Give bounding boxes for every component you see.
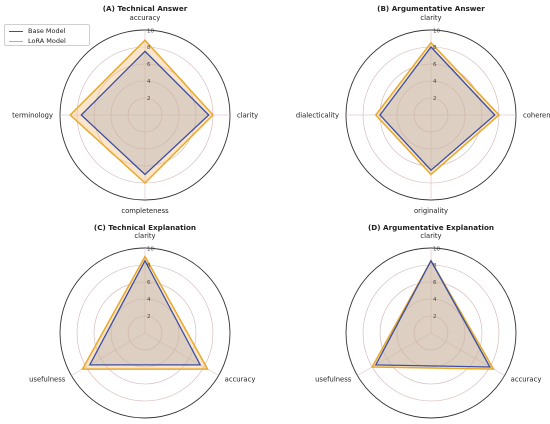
category-label: completeness [121, 207, 169, 215]
category-label: usefulness [315, 376, 352, 384]
radial-tick-label: 10 [147, 247, 154, 253]
radial-tick-label: 8 [147, 263, 151, 269]
radial-tick-label: 10 [147, 29, 154, 35]
legend-label-lora: LoRA Model [28, 37, 66, 45]
category-label: clarity [420, 232, 441, 240]
category-label: usefulness [29, 376, 66, 384]
category-label: dialecticality [296, 112, 339, 120]
category-label: accuracy [225, 376, 256, 384]
radial-tick-label: 6 [433, 62, 437, 68]
series-area-base [379, 45, 496, 172]
radial-tick-label: 4 [147, 79, 151, 85]
series-area-lora [374, 41, 501, 176]
spoke-line [357, 332, 432, 376]
category-label: terminology [12, 112, 53, 120]
panel-title: (C) Technical Explanation [94, 223, 196, 232]
radial-tick-label: 6 [433, 280, 437, 286]
radial-tick-label: 2 [147, 96, 151, 102]
series-area-base [88, 259, 202, 366]
radar-panel-3: (C) Technical Explanation 2 4 6 8 10 clarity ac… [29, 223, 256, 419]
radar-panel-2: (B) Argumentative Answer 2 4 6 8 10 clarity coh… [296, 4, 550, 215]
category-label: clarity [237, 112, 258, 120]
radar-panel-4: (D) Argumentative Explanation 2 4 6 8 10 clari… [315, 223, 542, 419]
panel-title: (D) Argumentative Explanation [368, 223, 494, 232]
legend: Base Model LoRA Model [4, 24, 90, 46]
radial-tick-label: 8 [147, 45, 151, 51]
radial-tick-label: 2 [433, 96, 437, 102]
radial-tick-label: 10 [433, 29, 440, 35]
radial-tick-label: 8 [433, 45, 437, 51]
category-label: clarity [420, 14, 441, 22]
series-area-lora [81, 254, 209, 370]
series-area-base [374, 259, 492, 368]
category-label: accuracy [130, 14, 161, 22]
series-area-lora [69, 39, 215, 185]
radial-tick-label: 4 [147, 297, 151, 303]
series-area-base [80, 50, 210, 176]
radial-tick-label: 2 [433, 314, 437, 320]
radial-tick-label: 10 [433, 247, 440, 253]
legend-entry-base: Base Model [9, 26, 85, 36]
radial-tick-label: 6 [147, 62, 151, 68]
legend-entry-lora: LoRA Model [9, 36, 85, 46]
category-label: accuracy [511, 376, 542, 384]
radial-tick-label: 4 [433, 297, 437, 303]
legend-label-base: Base Model [28, 27, 66, 35]
panel-title: (B) Argumentative Answer [377, 4, 485, 13]
radial-tick-label: 8 [433, 263, 437, 269]
radial-tick-label: 2 [147, 314, 151, 320]
legend-swatch-base [9, 30, 23, 32]
radar-panel-1: (A) Technical Answer 2 4 6 8 10 accuracy clarit… [12, 4, 258, 215]
series-area-lora [370, 259, 495, 370]
category-label: originality [414, 207, 448, 215]
panel-title: (A) Technical Answer [103, 4, 188, 13]
category-label: coherence [523, 112, 550, 120]
category-label: clarity [134, 232, 155, 240]
radial-tick-label: 4 [433, 79, 437, 85]
radial-tick-label: 6 [147, 280, 151, 286]
legend-swatch-lora [9, 40, 23, 42]
